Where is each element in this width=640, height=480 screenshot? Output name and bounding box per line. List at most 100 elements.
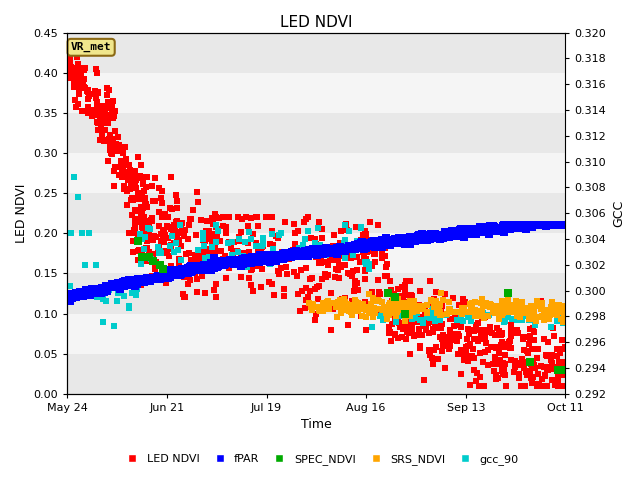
Point — [170, 270, 180, 278]
Point — [353, 239, 363, 247]
Point — [218, 214, 228, 221]
Point — [244, 274, 254, 282]
Point — [483, 227, 493, 234]
Point — [451, 312, 461, 320]
Point — [83, 92, 93, 99]
Point — [252, 254, 262, 262]
Point — [209, 264, 220, 272]
Point — [68, 290, 79, 298]
Point — [466, 229, 476, 237]
Point — [400, 310, 410, 317]
Point — [225, 256, 235, 264]
Point — [113, 280, 124, 288]
Point — [340, 298, 350, 305]
Point — [461, 228, 471, 236]
Point — [335, 296, 345, 303]
Point — [494, 315, 504, 323]
Point — [520, 225, 531, 232]
Point — [322, 249, 332, 256]
Point — [145, 276, 155, 283]
Point — [524, 304, 534, 312]
Point — [393, 317, 403, 324]
Point — [125, 178, 136, 186]
Point — [418, 237, 428, 244]
Title: LED NDVI: LED NDVI — [280, 15, 353, 30]
Point — [169, 248, 179, 255]
Point — [463, 342, 473, 350]
Point — [500, 371, 510, 378]
Point — [476, 332, 486, 340]
Point — [483, 227, 493, 234]
Point — [119, 283, 129, 290]
Point — [70, 103, 81, 111]
Point — [544, 221, 554, 229]
Point — [95, 286, 106, 293]
Point — [472, 225, 483, 233]
Point — [482, 227, 492, 234]
Point — [175, 268, 185, 276]
Point — [332, 246, 342, 253]
Point — [368, 310, 378, 318]
Point — [249, 255, 259, 263]
Point — [496, 331, 506, 339]
Point — [286, 251, 296, 258]
Point — [68, 292, 78, 300]
Point — [351, 266, 362, 274]
Point — [369, 304, 379, 312]
Point — [99, 102, 109, 109]
Point — [334, 243, 344, 251]
Point — [298, 252, 308, 260]
Point — [96, 288, 106, 296]
Point — [444, 305, 454, 313]
Point — [435, 301, 445, 309]
Point — [92, 286, 102, 294]
Point — [156, 238, 166, 245]
Point — [384, 308, 394, 316]
Point — [447, 228, 458, 236]
Point — [139, 278, 149, 286]
Point — [510, 363, 520, 371]
Point — [271, 257, 282, 264]
Point — [284, 251, 294, 259]
Point — [367, 288, 378, 296]
Point — [548, 221, 559, 229]
Point — [90, 65, 100, 73]
Point — [284, 252, 294, 260]
Point — [246, 259, 256, 267]
Point — [133, 277, 143, 285]
Point — [401, 323, 411, 331]
Point — [229, 238, 239, 246]
Point — [289, 268, 299, 276]
Point — [516, 356, 527, 363]
Point — [502, 222, 512, 230]
Point — [339, 296, 349, 303]
Point — [185, 264, 195, 271]
Point — [394, 292, 404, 300]
Point — [377, 241, 387, 249]
Point — [291, 250, 301, 258]
Point — [327, 256, 337, 264]
Point — [401, 324, 412, 332]
Point — [475, 225, 485, 233]
Point — [72, 53, 83, 60]
Point — [181, 251, 191, 258]
Point — [397, 237, 408, 245]
Point — [90, 287, 100, 294]
Point — [66, 67, 76, 75]
Point — [360, 240, 370, 248]
Point — [474, 223, 484, 231]
Point — [292, 227, 303, 235]
Point — [316, 305, 326, 313]
Point — [532, 302, 542, 310]
Point — [545, 221, 555, 229]
Point — [140, 275, 150, 283]
Point — [493, 305, 504, 313]
Point — [183, 267, 193, 275]
Point — [138, 224, 148, 231]
Point — [175, 221, 185, 229]
Point — [291, 252, 301, 259]
Point — [131, 184, 141, 192]
Point — [429, 324, 440, 332]
Point — [543, 221, 553, 229]
Point — [153, 272, 163, 279]
